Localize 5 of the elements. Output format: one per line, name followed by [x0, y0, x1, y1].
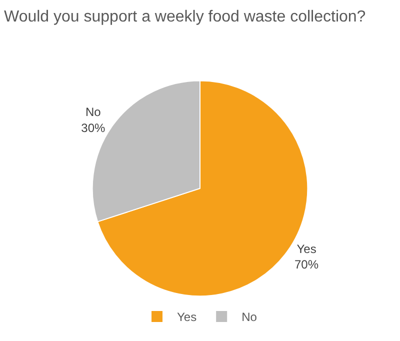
legend-label: Yes — [177, 310, 197, 324]
legend-label: No — [242, 310, 258, 324]
data-label: Yes 70% — [294, 242, 319, 272]
chart-title: Would you support a weekly food waste collection? — [4, 8, 366, 26]
data-label: No 30% — [81, 105, 106, 135]
